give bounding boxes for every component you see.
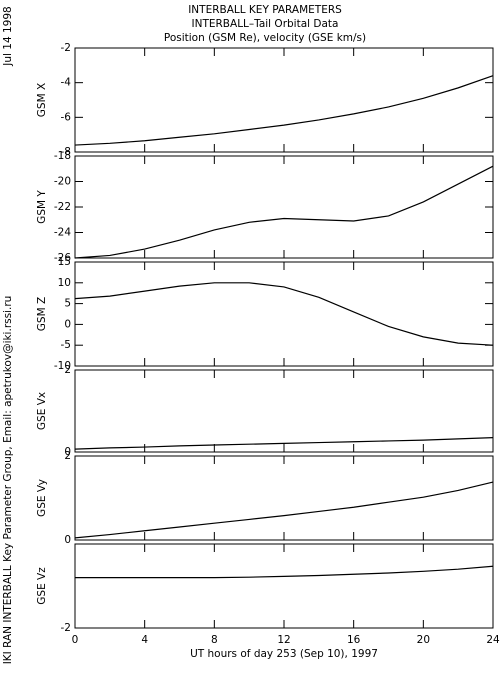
y-tick-label: 0: [64, 534, 71, 546]
data-line: [74, 282, 494, 346]
y-tick-label: 5: [64, 298, 71, 310]
x-tick-label: 12: [277, 634, 290, 646]
y-axis-label: GSM Y: [36, 190, 48, 224]
chart-subtitle: Position (GSM Re), velocity (GSE km/s): [164, 32, 366, 44]
date-stamp: Jul 14 1998: [2, 6, 14, 66]
x-tick-label: 8: [211, 634, 218, 646]
x-tick-label: 16: [347, 634, 361, 646]
y-tick-label: -20: [54, 176, 71, 188]
y-tick-label: -6: [61, 111, 72, 123]
y-tick-label: 10: [58, 277, 71, 289]
plot-frame: [74, 261, 494, 367]
data-line: [74, 75, 494, 146]
plot-frame: [74, 543, 494, 629]
x-axis-label: UT hours of day 253 (Sep 10), 1997: [190, 648, 378, 660]
chart-title: INTERBALL KEY PARAMETERS: [188, 4, 342, 16]
y-tick-label: -18: [54, 150, 71, 162]
y-tick-label: -8: [61, 146, 71, 158]
data-line: [74, 165, 494, 259]
y-axis-label: GSE Vx: [36, 392, 48, 430]
credit: IKI RAN INTERBALL Key Parameter Group, E…: [2, 296, 14, 665]
y-tick-label: 15: [58, 256, 71, 268]
y-axis-label: GSM Z: [36, 297, 48, 331]
y-axis-label: GSE Vz: [36, 567, 48, 605]
y-tick-label: -10: [54, 360, 71, 372]
plot-frame: [74, 155, 494, 259]
y-tick-label: 2: [64, 450, 71, 462]
y-tick-label: -4: [61, 77, 72, 89]
y-axis-label: GSM X: [36, 83, 48, 117]
y-tick-label: -2: [61, 622, 71, 634]
y-tick-label: 0: [64, 318, 71, 330]
plot-frame: [74, 455, 494, 541]
y-tick-label: -22: [54, 201, 71, 213]
chart-subtitle: INTERBALL–Tail Orbital Data: [192, 18, 339, 30]
y-tick-label: -26: [54, 252, 71, 264]
plot-frame: [74, 47, 494, 153]
x-tick-label: 4: [141, 634, 148, 646]
y-tick-label: -24: [54, 227, 71, 239]
x-tick-label: 0: [72, 634, 79, 646]
data-line: [75, 565, 494, 579]
data-line: [74, 481, 494, 539]
x-tick-label: 24: [486, 634, 500, 646]
data-line: [74, 437, 494, 450]
y-axis-label: GSE Vy: [36, 479, 48, 517]
y-tick-label: -2: [61, 42, 71, 54]
y-tick-label: 0: [64, 446, 71, 458]
y-tick-label: 2: [64, 364, 71, 376]
x-tick-label: 20: [417, 634, 430, 646]
y-tick-label: -5: [61, 339, 71, 351]
